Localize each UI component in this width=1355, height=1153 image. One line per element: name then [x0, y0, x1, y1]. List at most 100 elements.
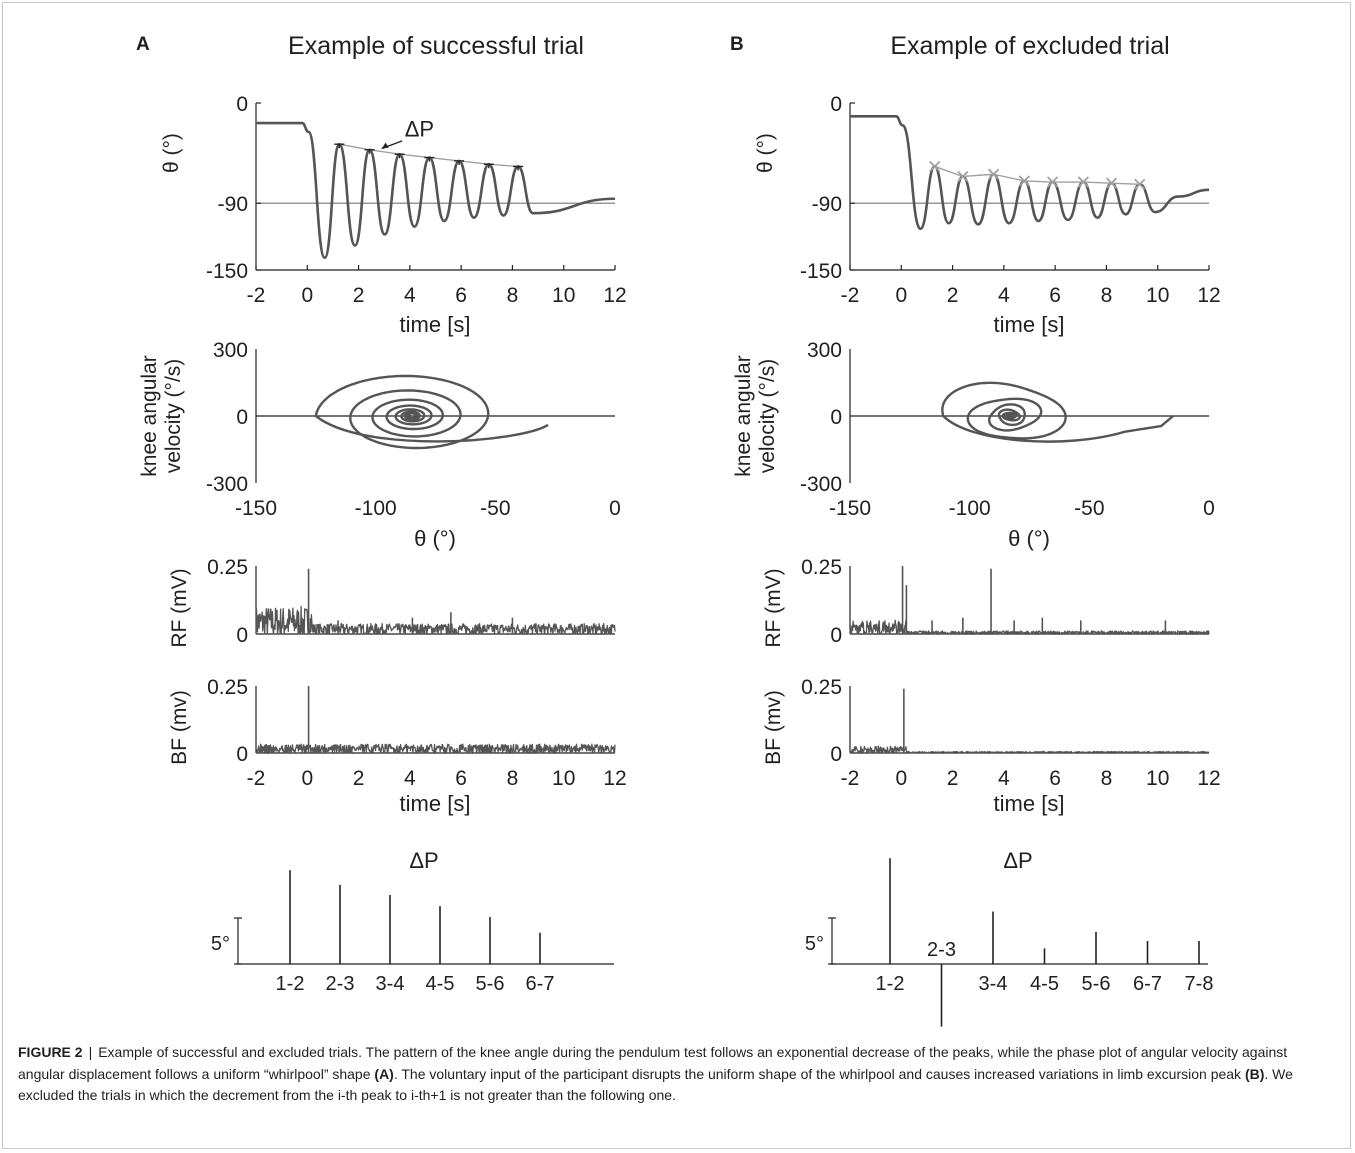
panel-a-bf-xtick-label: 2: [353, 767, 365, 790]
panel-b-angle-xtick-label: 0: [895, 284, 907, 307]
panel-a-angle-xtick-label: 12: [603, 284, 626, 307]
panel-a-title: Example of successful trial: [288, 32, 584, 60]
panel-b-angle-ytick-label: 0: [830, 93, 842, 116]
panel-a-bf-signal: [255, 743, 616, 754]
panel-a-phase-ytick-label: 300: [213, 339, 248, 362]
caption-text-3: . We excluded the trials in which the de…: [18, 1065, 1293, 1104]
panel-b-angle-ytick-label: -150: [800, 260, 842, 283]
panel-a-dp-category-label: 2-3: [326, 973, 355, 995]
panel-b-phase-xtick-label: -100: [949, 497, 991, 520]
panel-a-bf-xtick-label: 0: [301, 767, 313, 790]
panel-b-bf-xtick-label: 0: [895, 767, 907, 790]
panel-b-rf-ytick-label: 0.25: [801, 556, 842, 579]
panel-b-bf-xtick-label: 8: [1101, 767, 1113, 790]
panel-a-rf-ytick-label: 0.25: [207, 556, 248, 579]
panel-a-rf-ytick-label: 0: [236, 624, 248, 647]
panel-b-phase-ytick-label: 0: [830, 406, 842, 429]
panel-a-letter: A: [136, 34, 150, 55]
panel-a-dp-category-label: 1-2: [276, 973, 305, 995]
panel-a-dp-arrowhead: [381, 142, 389, 149]
panel-b-phase-tail: [942, 415, 1174, 443]
panel-b-bf-xtick-label: 4: [998, 767, 1010, 790]
panel-b-angle-xtick-label: 10: [1146, 284, 1169, 307]
panel-a-rf-signal: [255, 605, 616, 635]
caption-text-2: . The voluntary input of the participant…: [393, 1065, 1242, 1082]
panel-b-dp-category-label: 5-6: [1082, 973, 1111, 995]
caption-label: FIGURE 2: [18, 1044, 83, 1060]
panel-b-bf-ytick-label: 0.25: [801, 676, 842, 699]
panel-a-phase-xlabel: θ (°): [414, 526, 456, 551]
panel-a-bf-ytick-label: 0.25: [207, 676, 248, 699]
panel-a-phase-xtick-label: -150: [235, 497, 277, 520]
panel-a-phase-tail: [315, 415, 549, 443]
panel-a-angle-xlabel: time [s]: [400, 312, 471, 337]
panel-b-angle-xlabel: time [s]: [994, 312, 1065, 337]
panel-a-bf-xtick-label: 4: [404, 767, 416, 790]
panel-b-angle-xtick-label: -2: [841, 284, 860, 307]
panel-b-angle-xtick-label: 12: [1197, 284, 1220, 307]
panel-a-bf-xtick-label: 8: [507, 767, 519, 790]
panel-b-peak-marker: [987, 168, 1000, 180]
panel-b-angle-xtick-label: 8: [1101, 284, 1113, 307]
panel-b-bf-xlabel: time [s]: [994, 791, 1065, 816]
caption-ref-b: (B): [1244, 1065, 1265, 1082]
panel-a-angle-xtick-label: 2: [353, 284, 365, 307]
panel-b-dp-category-label: 7-8: [1185, 973, 1214, 995]
panel-a-angle-ytick-label: -90: [218, 193, 248, 216]
panel-a-angle-xtick-label: -2: [247, 284, 266, 307]
panel-b-bf-signal: [849, 745, 1210, 754]
panel-b-bf-xtick-label: 12: [1197, 767, 1220, 790]
panel-a-dp-category-label: 3-4: [376, 973, 405, 995]
panel-b-rf-ytick-label: 0: [830, 624, 842, 647]
panel-a-dp-category-label: 4-5: [426, 973, 455, 995]
panel-b-phase-ytick-label: 300: [807, 339, 842, 362]
panel-b-dp-category-label: 2-3: [927, 939, 956, 961]
panel-b-peak-marker: [1134, 178, 1146, 190]
panel-a-rf-ylabel: RF (mV): [168, 568, 191, 647]
panel-a-phase-spiral: [314, 374, 490, 450]
panel-b-dp-title: ΔP: [1003, 848, 1032, 873]
panel-a-bf-xtick-label: 6: [455, 767, 467, 790]
panel-a-bf-xtick-label: 12: [603, 767, 626, 790]
panel-b-phase-ytick-label: -300: [800, 473, 842, 496]
panel-b-angle-ytick-label: -90: [812, 193, 842, 216]
panel-a-phase-xtick-label: 0: [609, 497, 621, 520]
panel-a-phase-xtick-label: -50: [480, 497, 510, 520]
panel-a-angle-xtick-label: 10: [552, 284, 575, 307]
panel-b-phase-ylabel-1: knee angular: [732, 355, 755, 476]
panel-a-dp-category-label: 6-7: [526, 973, 555, 995]
panel-b-angle-ylabel: θ (°): [754, 133, 777, 173]
panel-b-bf-ylabel: BF (mv): [762, 690, 785, 765]
panel-b-peak-marker: [1077, 176, 1089, 188]
panel-b-rf-ylabel: RF (mV): [762, 568, 785, 647]
panel-b-peak-marker: [957, 170, 969, 183]
panel-b-phase-xtick-label: -50: [1074, 497, 1104, 520]
panel-a-phase-ytick-label: 0: [236, 406, 248, 429]
panel-a-bf-ylabel: BF (mv): [168, 690, 191, 765]
panel-b-bf-xtick-label: 6: [1049, 767, 1061, 790]
panel-b-bf-ytick-label: 0: [830, 743, 842, 766]
caption-ref-a: (A): [374, 1065, 394, 1082]
figure-caption: FIGURE 2 | Example of successful and exclu…: [18, 1042, 1333, 1107]
panel-b-dp-category-label: 1-2: [876, 973, 905, 995]
panel-b-peak-marker: [1018, 175, 1031, 187]
panel-b-bf-xtick-label: -2: [841, 767, 860, 790]
panel-b-angle-xtick-label: 2: [947, 284, 959, 307]
panel-b-angle-trace: [850, 115, 1210, 231]
panel-b-dp-category-label: 6-7: [1133, 973, 1162, 995]
panel-b-phase-xlabel: θ (°): [1008, 526, 1050, 551]
panel-b-bf-xtick-label: 2: [947, 767, 959, 790]
panel-a-angle-ylabel: θ (°): [160, 133, 183, 173]
panel-a-phase-ylabel-2: velocity (°/s): [162, 359, 185, 474]
panel-b-peak-marker: [928, 160, 941, 173]
panel-a-bf-xtick-label: -2: [247, 767, 266, 790]
panel-a-dp-scale-label: 5°: [211, 933, 230, 955]
panel-a-angle-xtick-label: 8: [507, 284, 519, 307]
panel-a-dp-title: ΔP: [409, 848, 438, 873]
caption-text-1: Example of successful and excluded trial…: [18, 1044, 1288, 1082]
panel-a-bf-xlabel: time [s]: [400, 791, 471, 816]
panel-b-title: Example of excluded trial: [890, 32, 1169, 60]
panel-b-letter: B: [730, 34, 744, 55]
panel-b-dp-scale-label: 5°: [805, 933, 824, 955]
